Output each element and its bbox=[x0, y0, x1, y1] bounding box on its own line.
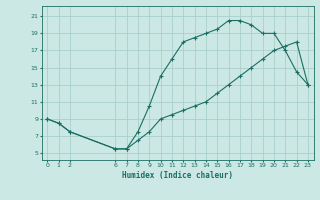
X-axis label: Humidex (Indice chaleur): Humidex (Indice chaleur) bbox=[122, 171, 233, 180]
